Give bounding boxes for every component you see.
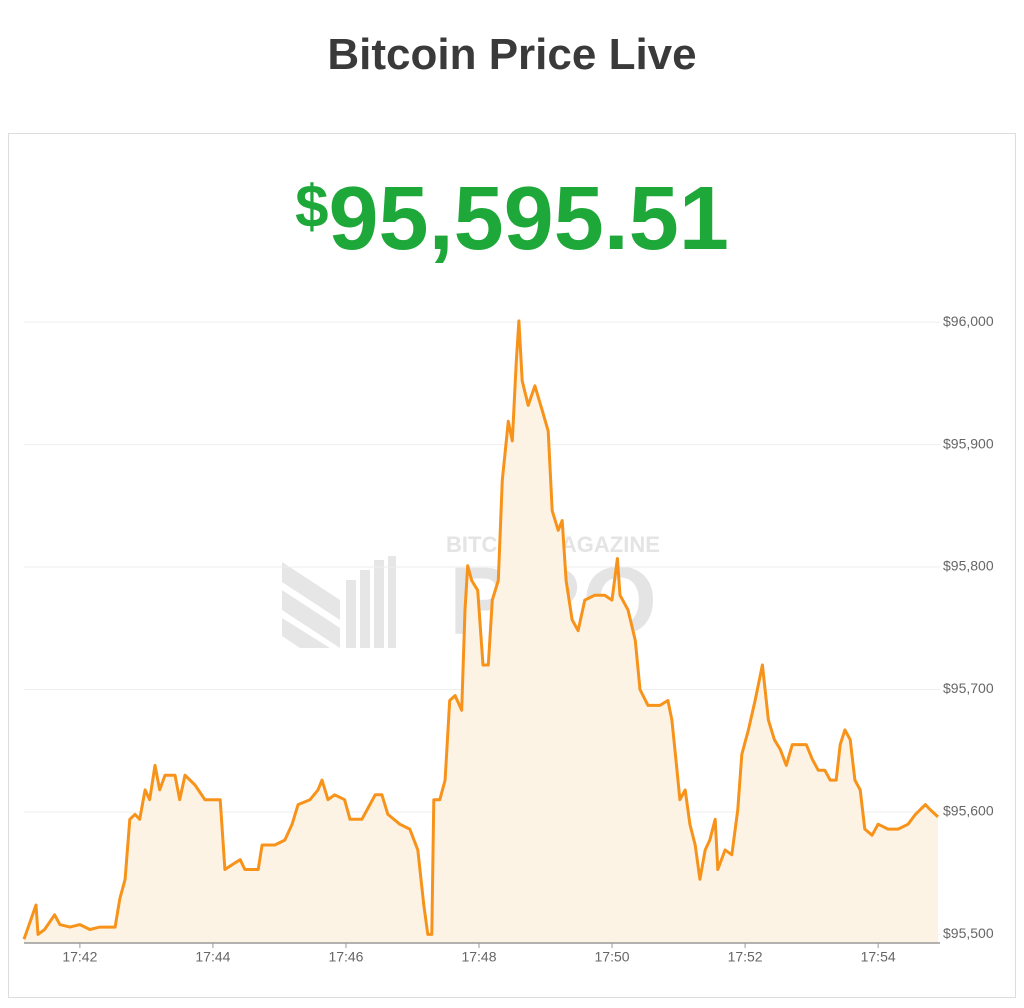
price: $95,595.51 xyxy=(0,168,1024,271)
x-tick-label: 17:46 xyxy=(328,949,363,965)
watermark-logo xyxy=(282,556,396,648)
price-amount: 95,595.51 xyxy=(328,169,729,269)
y-tick-label: $95,800 xyxy=(943,558,994,574)
page-title: Bitcoin Price Live xyxy=(327,30,697,79)
x-tick-label: 17:52 xyxy=(728,949,763,965)
price-line xyxy=(22,319,940,940)
y-tick-label: $95,900 xyxy=(943,435,994,451)
x-tick-label: 17:50 xyxy=(595,949,630,965)
y-tick-label: $95,600 xyxy=(943,803,994,819)
chart-card xyxy=(8,133,1016,998)
y-tick-label: $95,500 xyxy=(943,925,994,941)
x-tick-label: 17:54 xyxy=(861,949,896,965)
y-tick-label: $96,000 xyxy=(943,313,994,329)
x-tick-label: 17:48 xyxy=(461,949,496,965)
y-tick-label: $95,700 xyxy=(943,680,994,696)
price-currency: $ xyxy=(295,173,329,240)
area xyxy=(24,320,938,943)
x-tick-label: 17:42 xyxy=(62,949,97,965)
x-tick-label: 17:44 xyxy=(195,949,230,965)
